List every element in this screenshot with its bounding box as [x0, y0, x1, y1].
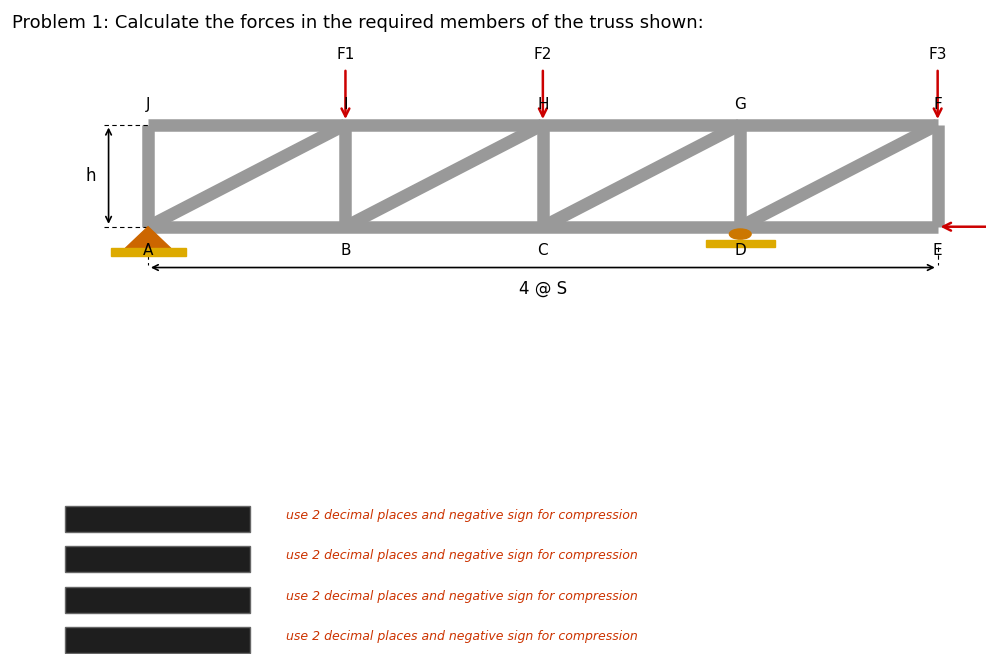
- Text: F: F: [933, 97, 941, 112]
- Text: kN: kN: [257, 509, 274, 523]
- Text: A: A: [143, 243, 153, 258]
- Text: h = 0.5 m: h = 0.5 m: [10, 471, 85, 485]
- Text: F2 = 11 kN: F2 = 11 kN: [10, 389, 94, 403]
- Text: F4 = 12 kN: F4 = 12 kN: [10, 430, 94, 444]
- Text: F1: F1: [336, 47, 354, 62]
- Bar: [65, 506, 249, 532]
- Text: F3: F3: [928, 47, 946, 62]
- Text: AB =: AB =: [10, 509, 43, 523]
- Text: 4 @ S: 4 @ S: [519, 280, 566, 298]
- Text: E: E: [932, 243, 942, 258]
- Text: I: I: [343, 97, 347, 112]
- Text: kN: kN: [257, 549, 274, 563]
- Bar: [110, 249, 185, 256]
- Text: AJ =: AJ =: [10, 549, 43, 563]
- Text: G: G: [734, 97, 745, 112]
- Ellipse shape: [729, 229, 750, 239]
- Bar: [65, 587, 249, 613]
- Text: use 2 decimal places and negative sign for compression: use 2 decimal places and negative sign f…: [286, 630, 637, 643]
- Text: Given:: Given:: [10, 348, 60, 362]
- Text: B: B: [340, 243, 350, 258]
- Text: kN: kN: [257, 589, 274, 604]
- Text: F1 = 13 kN: F1 = 13 kN: [10, 369, 94, 383]
- Text: S= 1.2 m: S= 1.2 m: [10, 451, 77, 464]
- Text: use 2 decimal places and negative sign for compression: use 2 decimal places and negative sign f…: [286, 509, 637, 522]
- Text: kN: kN: [257, 630, 274, 644]
- Text: Problem 1: Calculate the forces in the required members of the truss shown:: Problem 1: Calculate the forces in the r…: [12, 14, 703, 31]
- Text: use 2 decimal places and negative sign for compression: use 2 decimal places and negative sign f…: [286, 549, 637, 562]
- Bar: [705, 240, 774, 247]
- Polygon shape: [125, 227, 171, 249]
- Text: H: H: [536, 97, 548, 112]
- Bar: [65, 627, 249, 653]
- Text: J: J: [146, 97, 150, 112]
- Text: F3 = 15 kN: F3 = 15 kN: [10, 409, 94, 424]
- Text: D: D: [734, 243, 745, 258]
- Text: BJ =: BJ =: [10, 589, 43, 604]
- Text: use 2 decimal places and negative sign for compression: use 2 decimal places and negative sign f…: [286, 589, 637, 602]
- Text: F2: F2: [533, 47, 551, 62]
- Text: Required:: Required:: [10, 492, 85, 506]
- Text: C: C: [537, 243, 547, 258]
- Bar: [65, 546, 249, 572]
- Text: BI =: BI =: [10, 630, 43, 644]
- Text: h: h: [86, 167, 96, 184]
